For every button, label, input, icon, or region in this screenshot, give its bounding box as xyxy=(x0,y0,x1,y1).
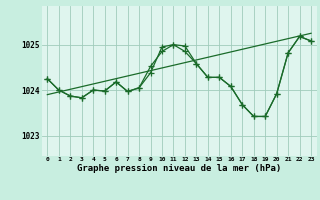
X-axis label: Graphe pression niveau de la mer (hPa): Graphe pression niveau de la mer (hPa) xyxy=(77,164,281,173)
